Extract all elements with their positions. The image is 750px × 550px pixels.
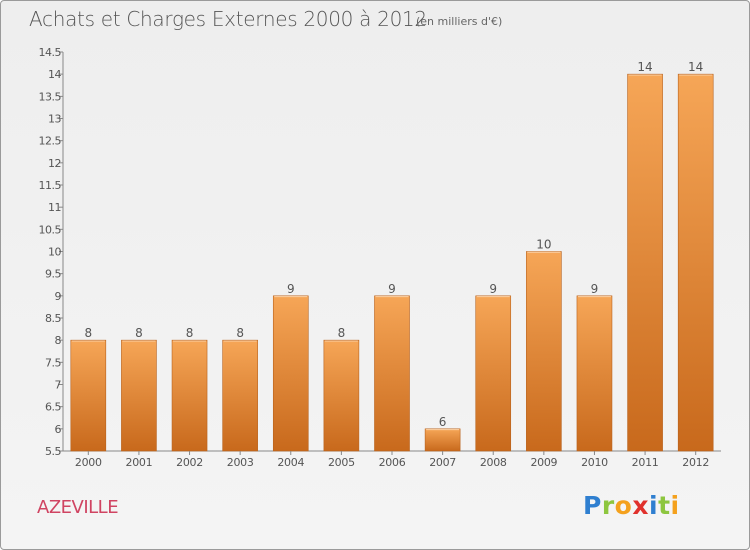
chart-title: Achats et Charges Externes 2000 à 2012 [29,7,427,31]
bar [222,339,258,452]
bar [121,339,157,452]
bar [526,251,562,452]
data-label: 9 [591,282,599,296]
logo-letter: x [632,491,649,520]
bar [323,339,360,452]
y-tick-label: 11.5 [39,179,62,192]
x-tick-label: 2004 [277,456,304,469]
logo-letter: i [649,491,659,520]
y-tick-label: 7.5 [45,356,61,369]
y-tick-label: 9.5 [45,268,61,281]
data-label: 8 [338,326,346,340]
x-tick-label: 2012 [682,456,709,469]
bar [171,339,208,452]
bar [627,73,663,452]
y-tick-label: 6 [55,423,62,436]
y-tick-label: 14 [48,68,61,81]
y-tick-label: 8 [55,334,62,347]
data-label: 14 [688,60,703,74]
x-tick-label: 2002 [176,456,203,469]
y-tick-label: 6.5 [45,401,61,414]
data-label: 9 [287,282,295,296]
logo-letter: r [601,491,615,520]
bar [374,295,410,452]
data-label: 8 [236,326,244,340]
logo-letter: o [614,491,633,520]
data-label: 9 [388,282,396,296]
x-tick-label: 2010 [581,456,608,469]
x-tick-label: 2000 [75,456,102,469]
data-label: 8 [186,326,194,340]
data-label: 8 [135,326,143,340]
data-label: 6 [439,415,447,429]
y-tick-label: 10 [48,246,61,259]
bar [272,295,309,452]
bar [424,428,461,452]
x-tick-label: 2001 [126,456,153,469]
chart-subtitle: (en milliers d'€) [416,15,503,28]
x-tick-label: 2011 [632,456,659,469]
proxiti-logo: Proxiti [583,491,680,520]
x-tick-label: 2008 [480,456,507,469]
y-tick-label: 13.5 [39,90,62,103]
x-tick-label: 2005 [328,456,355,469]
bar [70,339,107,452]
x-tick-label: 2006 [379,456,406,469]
data-label: 10 [536,238,551,252]
data-label: 9 [489,282,497,296]
y-tick-label: 10.5 [39,223,62,236]
y-tick-label: 11 [48,201,61,214]
bar [576,295,613,452]
logo-letter: t [658,491,671,520]
logo-letter: i [670,491,680,520]
y-tick-label: 12 [48,157,61,170]
x-tick-label: 2009 [530,456,557,469]
x-tick-label: 2003 [227,456,254,469]
y-tick-label: 14.5 [39,46,62,59]
y-tick-label: 9 [55,290,62,303]
x-tick-label: 2007 [429,456,456,469]
y-tick-label: 12.5 [39,135,62,148]
bar [475,295,512,452]
town-name: AZEVILLE [37,497,119,518]
logo-letter: P [583,491,602,520]
y-tick-label: 8.5 [45,312,61,325]
y-tick-label: 13 [48,113,61,126]
y-tick-label: 7 [55,379,62,392]
data-label: 8 [84,326,92,340]
data-label: 14 [637,60,652,74]
y-tick-label: 5.5 [45,445,61,458]
bar [677,73,714,452]
